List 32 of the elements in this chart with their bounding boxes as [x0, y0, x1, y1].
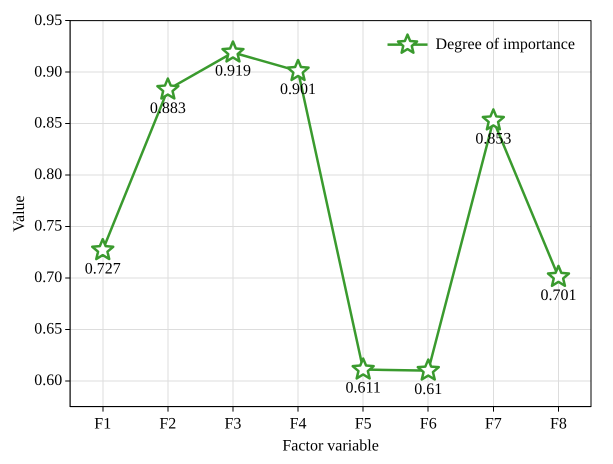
point [156, 77, 180, 100]
x-tick-label: F3 [224, 415, 242, 432]
x-tick-label: F2 [159, 415, 176, 432]
point [286, 58, 310, 82]
point [351, 357, 375, 380]
data-label: 0.701 [540, 287, 576, 304]
x-tick-label: F4 [290, 415, 307, 432]
x-tick-label: F5 [354, 415, 372, 432]
y-tick-label: 0.90 [34, 63, 62, 80]
y-tick-label: 0.80 [34, 166, 62, 184]
x-tick-label: F6 [420, 415, 437, 432]
y-tick-label: 0.65 [34, 320, 62, 338]
point [221, 40, 245, 63]
x-axis-title: Factor variable [282, 438, 379, 455]
y-tick-label: 0.85 [34, 114, 62, 132]
point [416, 358, 440, 381]
y-tick-label: 0.70 [34, 269, 62, 286]
point [546, 264, 570, 288]
x-tick-label: F7 [484, 415, 502, 432]
point [482, 108, 506, 131]
y-tick-label: 0.75 [34, 218, 62, 235]
x-tick-label: F8 [550, 415, 567, 432]
y-tick-label: 0.95 [34, 12, 62, 29]
data-label: 0.61 [414, 380, 442, 398]
point [91, 238, 114, 260]
data-label: 0.727 [84, 260, 121, 278]
y-tick-label: 0.60 [34, 372, 62, 390]
y-axis-title: Value [10, 195, 28, 232]
data-label: 0.919 [214, 62, 251, 80]
legend-label: Degree of importance [436, 36, 575, 53]
data-label: 0.611 [345, 380, 381, 397]
x-tick-label: F1 [94, 415, 112, 432]
